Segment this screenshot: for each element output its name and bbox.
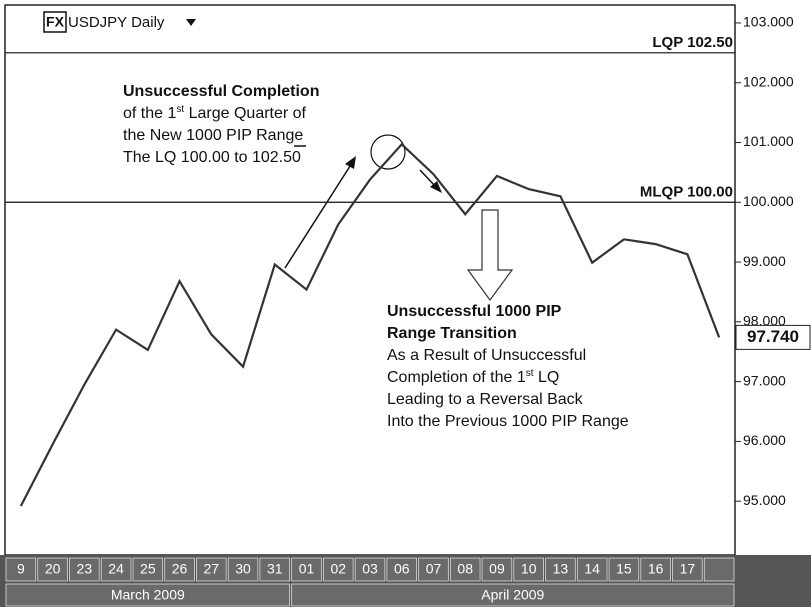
x-tick-label: 26 — [172, 561, 188, 577]
annotation-line: The LQ 100.00 to 102.50 — [123, 149, 301, 166]
price-line — [19, 142, 721, 507]
annotation-text: As a Result of Unsuccessful — [387, 347, 586, 364]
annotation-text: Leading to a Reversal Back — [387, 391, 584, 408]
date-cell — [608, 557, 640, 582]
date-cell — [513, 557, 544, 582]
highlight-circle — [370, 134, 406, 170]
x-tick-label: 24 — [108, 561, 124, 577]
x-tick-label: 10 — [521, 561, 537, 577]
date-cell — [449, 557, 481, 582]
annotation-line: Unsuccessful 1000 PIP — [387, 303, 562, 320]
x-tick-label: 09 — [489, 561, 505, 577]
x-tick-label: 06 — [394, 561, 410, 577]
annotation-line: Completion of the 1st LQ — [387, 368, 559, 387]
date-cell — [291, 557, 322, 582]
level-label: LQP 102.50 — [652, 34, 733, 51]
month-label: March 2009 — [111, 587, 185, 603]
x-tick-label: 30 — [235, 561, 251, 577]
annotation-text: st — [526, 368, 534, 379]
month-cell — [5, 583, 291, 607]
y-tick-label: 97.000 — [743, 372, 786, 388]
annotation-line: Leading to a Reversal Back — [387, 391, 584, 408]
arrowhead — [345, 156, 356, 169]
y-tick-label: 95.000 — [743, 492, 786, 508]
x-tick-label: 17 — [680, 561, 696, 577]
date-cell — [37, 557, 68, 582]
x-tick-label: 9 — [17, 561, 25, 577]
date-cell — [640, 557, 671, 582]
date-cell — [322, 557, 354, 582]
x-tick-label: 03 — [362, 561, 378, 577]
chart-title: USDJPY Daily — [68, 14, 165, 31]
annotation-text: Large Quarter of — [184, 105, 306, 122]
date-cell — [481, 557, 513, 582]
annotation-text: LQ — [534, 369, 560, 386]
date-cell — [227, 557, 259, 582]
x-tick-label: 27 — [204, 561, 220, 577]
y-tick-label: 100.000 — [743, 193, 794, 209]
x-tick-label: 07 — [426, 561, 442, 577]
date-cell — [576, 557, 608, 582]
last-price-label: 97.740 — [747, 327, 799, 346]
level-label: MLQP 100.00 — [640, 183, 733, 200]
annotation-text: Completion of the 1 — [387, 369, 526, 386]
annotation-line: the New 1000 PIP Range — [123, 127, 303, 144]
dropdown-icon[interactable] — [186, 19, 196, 26]
annotation-text: of the 1 — [123, 105, 176, 122]
y-tick-label: 98.000 — [743, 313, 786, 329]
annotation-line: of the 1st Large Quarter of — [123, 104, 307, 123]
annotation-line: As a Result of Unsuccessful — [387, 347, 586, 364]
x-tick-label: 01 — [299, 561, 315, 577]
x-tick-label: 14 — [584, 561, 600, 577]
date-cell — [386, 557, 418, 582]
x-tick-label: 16 — [648, 561, 664, 577]
date-cell — [545, 557, 576, 582]
arrow — [284, 162, 353, 269]
y-tick-label: 99.000 — [743, 253, 786, 269]
month-cell — [291, 583, 735, 607]
date-cell — [5, 557, 37, 582]
annotation-line: Range Transition — [387, 325, 517, 342]
x-tick-label: 23 — [77, 561, 93, 577]
y-tick-label: 101.000 — [743, 133, 794, 149]
date-cell — [703, 557, 735, 582]
annotation-text: st — [176, 104, 184, 115]
date-cell — [354, 557, 386, 582]
x-tick-label: 13 — [553, 561, 569, 577]
date-cell — [259, 557, 291, 582]
x-tick-label: 15 — [616, 561, 632, 577]
annotation-text: the New 1000 PIP Range — [123, 127, 303, 144]
date-cell — [672, 557, 703, 582]
annotation-text: Into the Previous 1000 PIP Range — [387, 413, 629, 430]
arrowhead — [430, 181, 442, 193]
date-cell — [418, 557, 449, 582]
hollow-arrow — [466, 209, 514, 302]
date-cell — [132, 557, 164, 582]
y-tick-label: 102.000 — [743, 73, 794, 89]
date-cell — [69, 557, 100, 582]
annotation-line: Unsuccessful Completion — [123, 83, 319, 100]
date-cell — [164, 557, 195, 582]
date-cell — [196, 557, 227, 582]
month-label: April 2009 — [481, 587, 544, 603]
x-tick-label: 02 — [330, 561, 346, 577]
date-cell — [100, 557, 132, 582]
badge: FX — [46, 14, 65, 30]
badge-box — [43, 11, 67, 33]
x-tick-label: 20 — [45, 561, 61, 577]
x-tick-label: 08 — [457, 561, 473, 577]
x-tick-label: 25 — [140, 561, 156, 577]
y-tick-label: 103.000 — [743, 14, 794, 30]
annotation-text: Range Transition — [387, 325, 517, 342]
x-tick-label: 31 — [267, 561, 283, 577]
y-tick-label: 96.000 — [743, 432, 786, 448]
last-price-box — [735, 324, 811, 350]
annotation-text: Unsuccessful 1000 PIP — [387, 303, 562, 320]
annotation-line: Into the Previous 1000 PIP Range — [387, 413, 629, 430]
annotation-text: The LQ 100.00 to 102.50 — [123, 149, 301, 166]
annotation-text: Unsuccessful Completion — [123, 83, 319, 100]
